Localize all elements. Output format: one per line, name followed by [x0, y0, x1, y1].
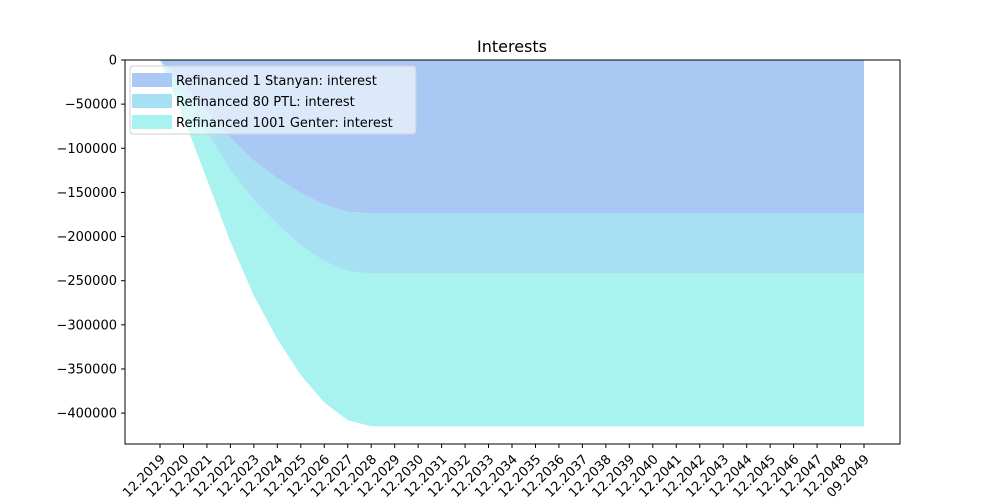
- legend-label: Refinanced 1 Stanyan: interest: [176, 74, 377, 89]
- y-tick-label: −150000: [56, 186, 117, 201]
- y-tick-label: −200000: [56, 230, 117, 245]
- chart-title: Interests: [477, 37, 547, 56]
- legend-label: Refinanced 80 PTL: interest: [176, 95, 355, 110]
- y-tick-label: 0: [109, 54, 117, 69]
- y-tick-label: −350000: [56, 362, 117, 377]
- y-tick-label: −100000: [56, 142, 117, 157]
- legend-label: Refinanced 1001 Genter: interest: [176, 116, 393, 131]
- y-tick-label: −250000: [56, 274, 117, 289]
- y-tick-label: −50000: [65, 98, 117, 113]
- area-series-3: [160, 60, 864, 427]
- legend-swatch: [132, 94, 172, 108]
- y-tick-label: −400000: [56, 407, 117, 422]
- legend-swatch: [132, 115, 172, 129]
- area-series-2: [160, 60, 864, 274]
- legend-swatch: [132, 73, 172, 87]
- legend-frame: [129, 65, 417, 135]
- y-axis: 0 −50000 −100000 −150000 −200000 −250000 −3000…: [56, 54, 125, 422]
- x-axis: 12.201912.202012.202112.202212.202312.20…: [120, 444, 873, 500]
- legend: Refinanced 1 Stanyan: interest Refinanced…: [129, 65, 417, 135]
- y-tick-label: −300000: [56, 318, 117, 333]
